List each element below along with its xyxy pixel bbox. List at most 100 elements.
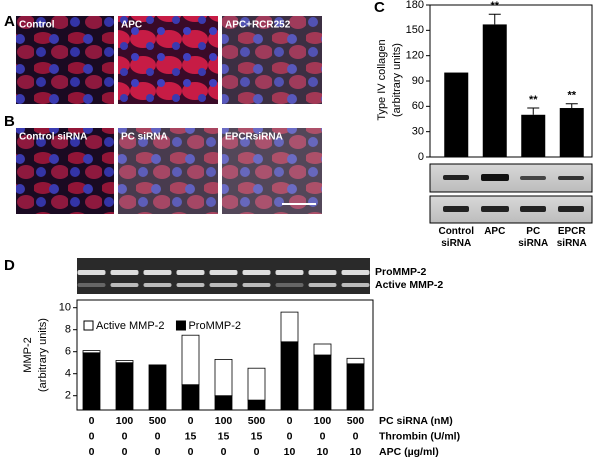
bar-segment <box>313 343 332 356</box>
bar-segment <box>115 362 134 411</box>
y-tick-label: 4 <box>65 368 71 380</box>
y-tick-label: 120 <box>406 50 424 62</box>
error-bar <box>527 107 540 115</box>
y-tick-label: 30 <box>412 126 424 138</box>
legend-label: ProMMP-2 <box>188 320 241 332</box>
condition-value: 100 <box>314 415 332 427</box>
panel-label: B <box>4 113 15 130</box>
micrograph-label: APC+RCR252 <box>225 20 291 31</box>
condition-value: 0 <box>188 415 194 427</box>
gel-band <box>176 283 205 287</box>
micrograph-label: EPCRsiRNA <box>225 132 283 143</box>
condition-value: 0 <box>155 446 161 458</box>
gel <box>77 258 370 294</box>
gel-band <box>242 270 271 275</box>
blot-band <box>443 175 469 180</box>
zymogram <box>77 258 370 294</box>
condition-label: Thrombin (U/ml) <box>379 430 460 442</box>
y-tick-label: 180 <box>406 0 424 11</box>
condition-value: 0 <box>89 446 95 458</box>
condition-value: 500 <box>347 415 365 427</box>
panel-label: C <box>374 0 385 16</box>
condition-value: 15 <box>251 430 263 442</box>
bar-segment <box>214 395 233 411</box>
condition-value: 0 <box>287 415 293 427</box>
gel-band <box>275 283 304 287</box>
micrograph <box>16 128 114 214</box>
error-bar <box>565 103 578 109</box>
condition-label: APC (µg/ml) <box>379 446 439 458</box>
gel-band <box>242 283 271 287</box>
condition-value: 0 <box>254 446 260 458</box>
micrograph <box>222 128 322 214</box>
bar-segment <box>181 384 200 411</box>
gel-band <box>77 270 106 275</box>
error-bar <box>488 13 501 25</box>
blot-band <box>520 176 546 180</box>
bar-segment <box>82 352 101 411</box>
bar-segment <box>346 357 365 365</box>
gel-band <box>209 283 238 287</box>
bar-segment <box>247 367 266 401</box>
panel-label: A <box>4 13 15 30</box>
legend-swatch <box>83 320 94 331</box>
condition-value: 500 <box>149 415 167 427</box>
micrographs <box>16 16 322 214</box>
bar-segment <box>181 334 200 386</box>
gel-band <box>341 283 370 287</box>
bar-segment <box>280 341 299 411</box>
bar-segment <box>214 358 233 397</box>
condition-value: 0 <box>155 430 161 442</box>
x-tick-label: EPCR siRNA <box>556 226 587 249</box>
blot-band <box>481 206 509 212</box>
significance-mark: ** <box>567 90 576 102</box>
condition-value: 0 <box>122 446 128 458</box>
condition-value: 10 <box>350 446 362 458</box>
condition-value: 0 <box>188 446 194 458</box>
condition-value: 15 <box>218 430 230 442</box>
gel-band <box>209 270 238 275</box>
condition-value: 15 <box>185 430 197 442</box>
condition-value: 0 <box>353 430 359 442</box>
significance-mark: ** <box>529 94 538 106</box>
gel-band <box>77 283 106 287</box>
blots-c <box>429 163 593 224</box>
y-axis-label: (arbitrary units) <box>391 43 403 117</box>
blot-label: Active MMP-2 <box>375 279 443 291</box>
y-tick-label: 90 <box>412 75 424 87</box>
gel-band <box>176 270 205 275</box>
y-axis-label: (arbitrary units) <box>37 318 49 392</box>
legend-label: Active MMP-2 <box>96 320 164 332</box>
condition-value: 0 <box>320 430 326 442</box>
condition-label: PC siRNA (nM) <box>379 415 453 427</box>
bar-segment <box>115 360 134 364</box>
micrograph-label: Control siRNA <box>19 132 87 143</box>
micrograph <box>118 16 218 104</box>
y-tick-label: 6 <box>65 346 71 358</box>
bar-segment <box>82 350 101 354</box>
gel-band <box>275 270 304 275</box>
condition-value: 100 <box>215 415 233 427</box>
condition-value: 0 <box>89 415 95 427</box>
gel-band <box>110 270 139 275</box>
panel-label: D <box>4 257 15 274</box>
y-tick-label: 150 <box>406 24 424 36</box>
x-tick-label: APC <box>484 226 506 237</box>
condition-value: 0 <box>89 430 95 442</box>
y-tick-label: 8 <box>65 324 71 336</box>
gel-band <box>308 283 337 287</box>
y-axis-label: Type IV collagen <box>376 39 388 120</box>
micrograph <box>118 128 218 214</box>
blot-band <box>558 206 584 212</box>
bar-segment <box>313 354 332 411</box>
bar <box>559 108 584 157</box>
legend-swatch <box>175 320 186 331</box>
y-axis-label: MMP-2 <box>22 337 34 372</box>
gel-band <box>110 283 139 287</box>
blot-band <box>558 176 584 180</box>
bar <box>521 114 546 157</box>
gel-band <box>308 270 337 275</box>
significance-mark: ** <box>490 0 499 12</box>
